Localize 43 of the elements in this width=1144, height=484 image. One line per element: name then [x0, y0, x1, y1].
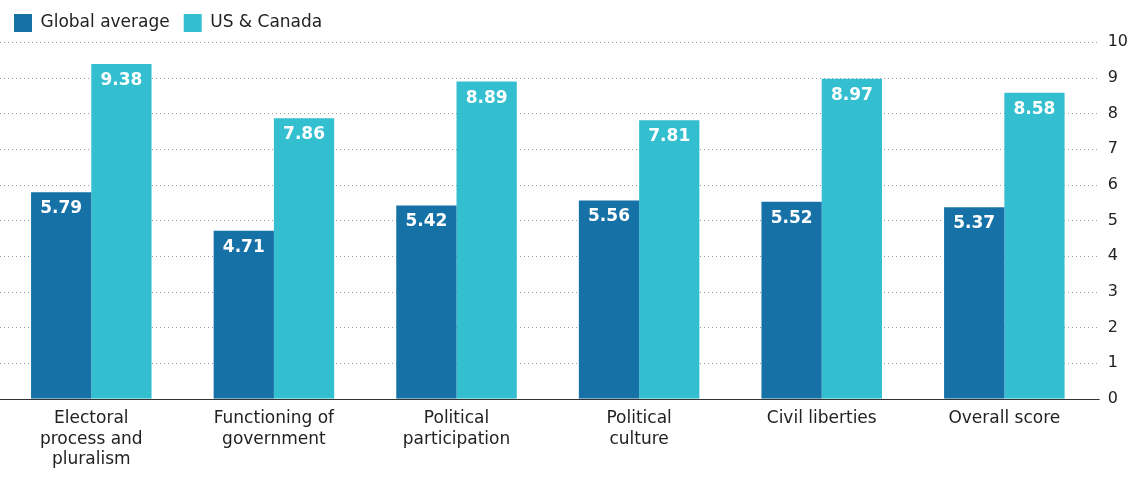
- x-tick-label: Civil liberties: [766, 407, 877, 428]
- data-label: 5.52: [770, 206, 813, 227]
- legend-label: US & Canada: [210, 11, 323, 32]
- y-tick-label: 9: [1107, 66, 1118, 86]
- bar: [578, 200, 640, 399]
- data-label: 7.86: [283, 123, 326, 144]
- y-tick-label: 3: [1107, 280, 1118, 300]
- bar: [821, 78, 882, 399]
- bar: [31, 192, 92, 399]
- y-tick-label: 2: [1107, 316, 1118, 336]
- bar: [944, 207, 1005, 399]
- y-tick-label: 1: [1107, 352, 1118, 372]
- x-tick-label: Overall score: [948, 407, 1061, 428]
- x-tick-label: Political participation: [402, 407, 511, 448]
- data-label: 5.56: [588, 205, 630, 226]
- y-tick-label: 5: [1107, 209, 1118, 229]
- x-tick-label: Political culture: [606, 407, 672, 448]
- bar: [1004, 92, 1065, 399]
- y-tick-label: 10: [1107, 31, 1128, 51]
- data-label: 4.71: [222, 235, 265, 256]
- data-label: 8.97: [830, 83, 873, 104]
- data-label: 8.89: [465, 86, 508, 107]
- bar: [91, 64, 152, 399]
- bar: [639, 120, 700, 399]
- x-tick-label: Electoral process and pluralism: [39, 407, 143, 469]
- y-tick-label: 4: [1107, 245, 1118, 265]
- bar: [396, 205, 457, 399]
- bar: [456, 81, 517, 399]
- data-label: 5.42: [405, 210, 448, 231]
- data-label: 8.58: [1013, 97, 1056, 118]
- bar: [761, 201, 822, 399]
- y-tick-label: 8: [1107, 102, 1118, 122]
- y-tick-label: 0: [1107, 387, 1118, 407]
- bar: [213, 230, 274, 399]
- y-tick-label: 6: [1107, 173, 1118, 193]
- data-label: 5.79: [40, 197, 83, 218]
- y-tick-label: 7: [1107, 138, 1118, 158]
- legend-label: Global average: [40, 11, 170, 32]
- data-label: 7.81: [648, 125, 691, 146]
- data-label: 5.37: [953, 212, 996, 233]
- x-tick-label: Functioning of government: [213, 407, 336, 448]
- bar: [273, 118, 335, 399]
- data-label: 9.38: [100, 69, 143, 90]
